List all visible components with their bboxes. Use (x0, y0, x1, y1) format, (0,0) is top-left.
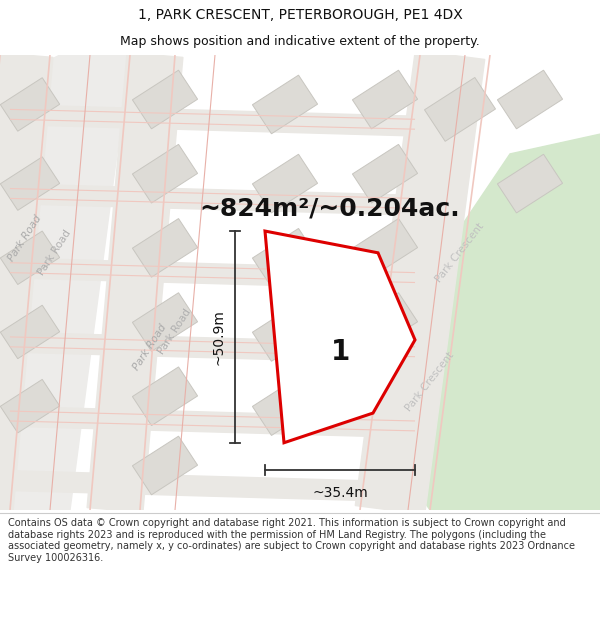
Polygon shape (0, 258, 420, 289)
Text: Park Crescent: Park Crescent (404, 350, 456, 413)
Polygon shape (1, 78, 59, 131)
Polygon shape (352, 219, 418, 278)
Polygon shape (352, 292, 418, 351)
Polygon shape (1, 305, 59, 359)
Polygon shape (0, 406, 420, 437)
Text: Park Road: Park Road (7, 213, 44, 263)
Polygon shape (253, 229, 317, 287)
Polygon shape (0, 104, 420, 136)
Polygon shape (1, 157, 59, 211)
Text: ~50.9m: ~50.9m (212, 309, 226, 365)
Text: Contains OS data © Crown copyright and database right 2021. This information is : Contains OS data © Crown copyright and d… (8, 518, 575, 562)
Text: Map shows position and indicative extent of the property.: Map shows position and indicative extent… (120, 35, 480, 48)
Polygon shape (0, 471, 420, 502)
Polygon shape (133, 219, 197, 278)
Polygon shape (133, 70, 197, 129)
Polygon shape (133, 144, 197, 203)
Polygon shape (1, 231, 59, 284)
Text: Park Crescent: Park Crescent (434, 221, 486, 284)
Polygon shape (497, 70, 563, 129)
Polygon shape (253, 302, 317, 361)
Text: ~824m²/~0.204ac.: ~824m²/~0.204ac. (200, 196, 460, 221)
Polygon shape (390, 134, 600, 510)
Polygon shape (0, 184, 420, 215)
Polygon shape (253, 154, 317, 213)
Text: ~35.4m: ~35.4m (312, 486, 368, 500)
Polygon shape (355, 51, 485, 514)
Text: Park Road: Park Road (157, 308, 193, 356)
Polygon shape (0, 55, 130, 510)
Polygon shape (497, 154, 563, 213)
Polygon shape (352, 144, 418, 203)
Text: Park Road: Park Road (37, 228, 73, 278)
Polygon shape (0, 332, 420, 364)
Text: Park Road: Park Road (131, 322, 169, 372)
Polygon shape (133, 292, 197, 351)
Polygon shape (265, 231, 415, 442)
Polygon shape (424, 78, 496, 141)
Polygon shape (133, 367, 197, 426)
Text: 1: 1 (331, 338, 350, 366)
Polygon shape (253, 377, 317, 436)
Polygon shape (87, 52, 183, 512)
Polygon shape (1, 379, 59, 433)
Text: 1, PARK CRESCENT, PETERBOROUGH, PE1 4DX: 1, PARK CRESCENT, PETERBOROUGH, PE1 4DX (137, 8, 463, 22)
Polygon shape (0, 52, 53, 512)
Polygon shape (133, 436, 197, 495)
Polygon shape (253, 75, 317, 134)
Polygon shape (352, 70, 418, 129)
